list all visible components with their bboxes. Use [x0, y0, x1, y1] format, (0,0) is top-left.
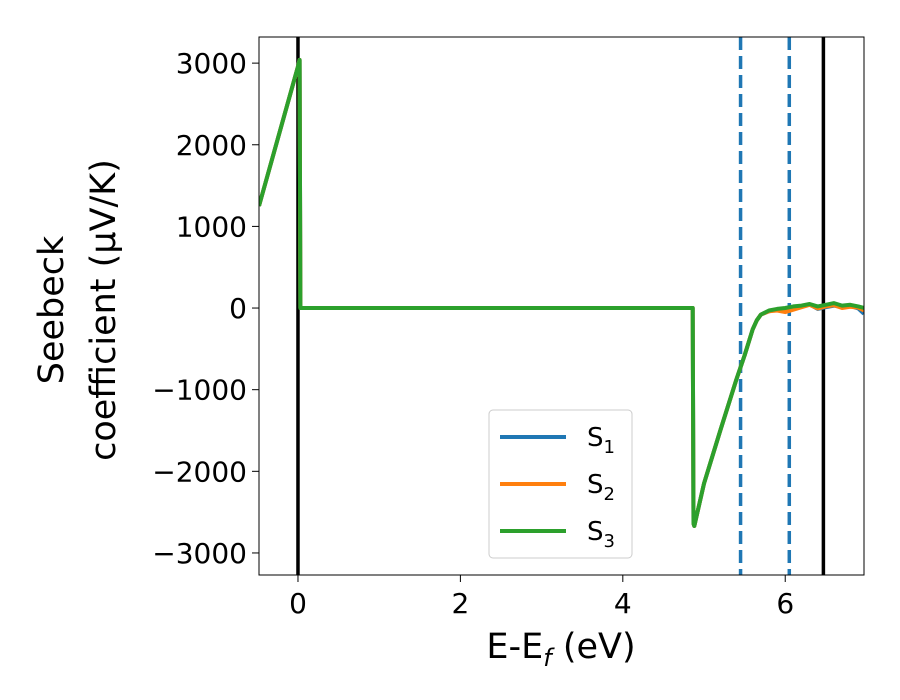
legend-label-S1: S1 [587, 423, 615, 458]
y-axis-label: Seebeck coefficient (μV/K) [32, 159, 124, 461]
x-tick-label: 0 [289, 587, 307, 620]
x-tick-label: 6 [776, 587, 794, 620]
y-axis-label-line1: Seebeck [32, 235, 72, 384]
legend-label-S3: S3 [587, 517, 615, 552]
y-tick-label: 0 [229, 292, 247, 325]
series-line-S3 [259, 57, 864, 528]
legend: S1 S2 S3 [488, 409, 633, 559]
y-axis-label-line2: coefficient (μV/K) [84, 159, 124, 461]
y-tick-label: −1000 [152, 374, 247, 407]
series-lines [259, 57, 864, 528]
y-tick-label: 3000 [176, 47, 247, 80]
y-tick-label: −2000 [152, 455, 247, 488]
legend-label-S2: S2 [587, 470, 615, 505]
y-tick-label: 2000 [176, 129, 247, 162]
y-axis: 3000 2000 1000 0 −1000 −2000 −3000 [152, 47, 259, 570]
x-tick-label: 4 [614, 587, 632, 620]
x-tick-label: 2 [451, 587, 469, 620]
y-tick-label: 1000 [176, 210, 247, 243]
x-axis-label: E-Ef (eV) [486, 627, 635, 672]
plot-frame [258, 36, 865, 576]
x-axis: 0 2 4 6 [289, 575, 794, 620]
y-tick-label: −3000 [152, 537, 247, 570]
